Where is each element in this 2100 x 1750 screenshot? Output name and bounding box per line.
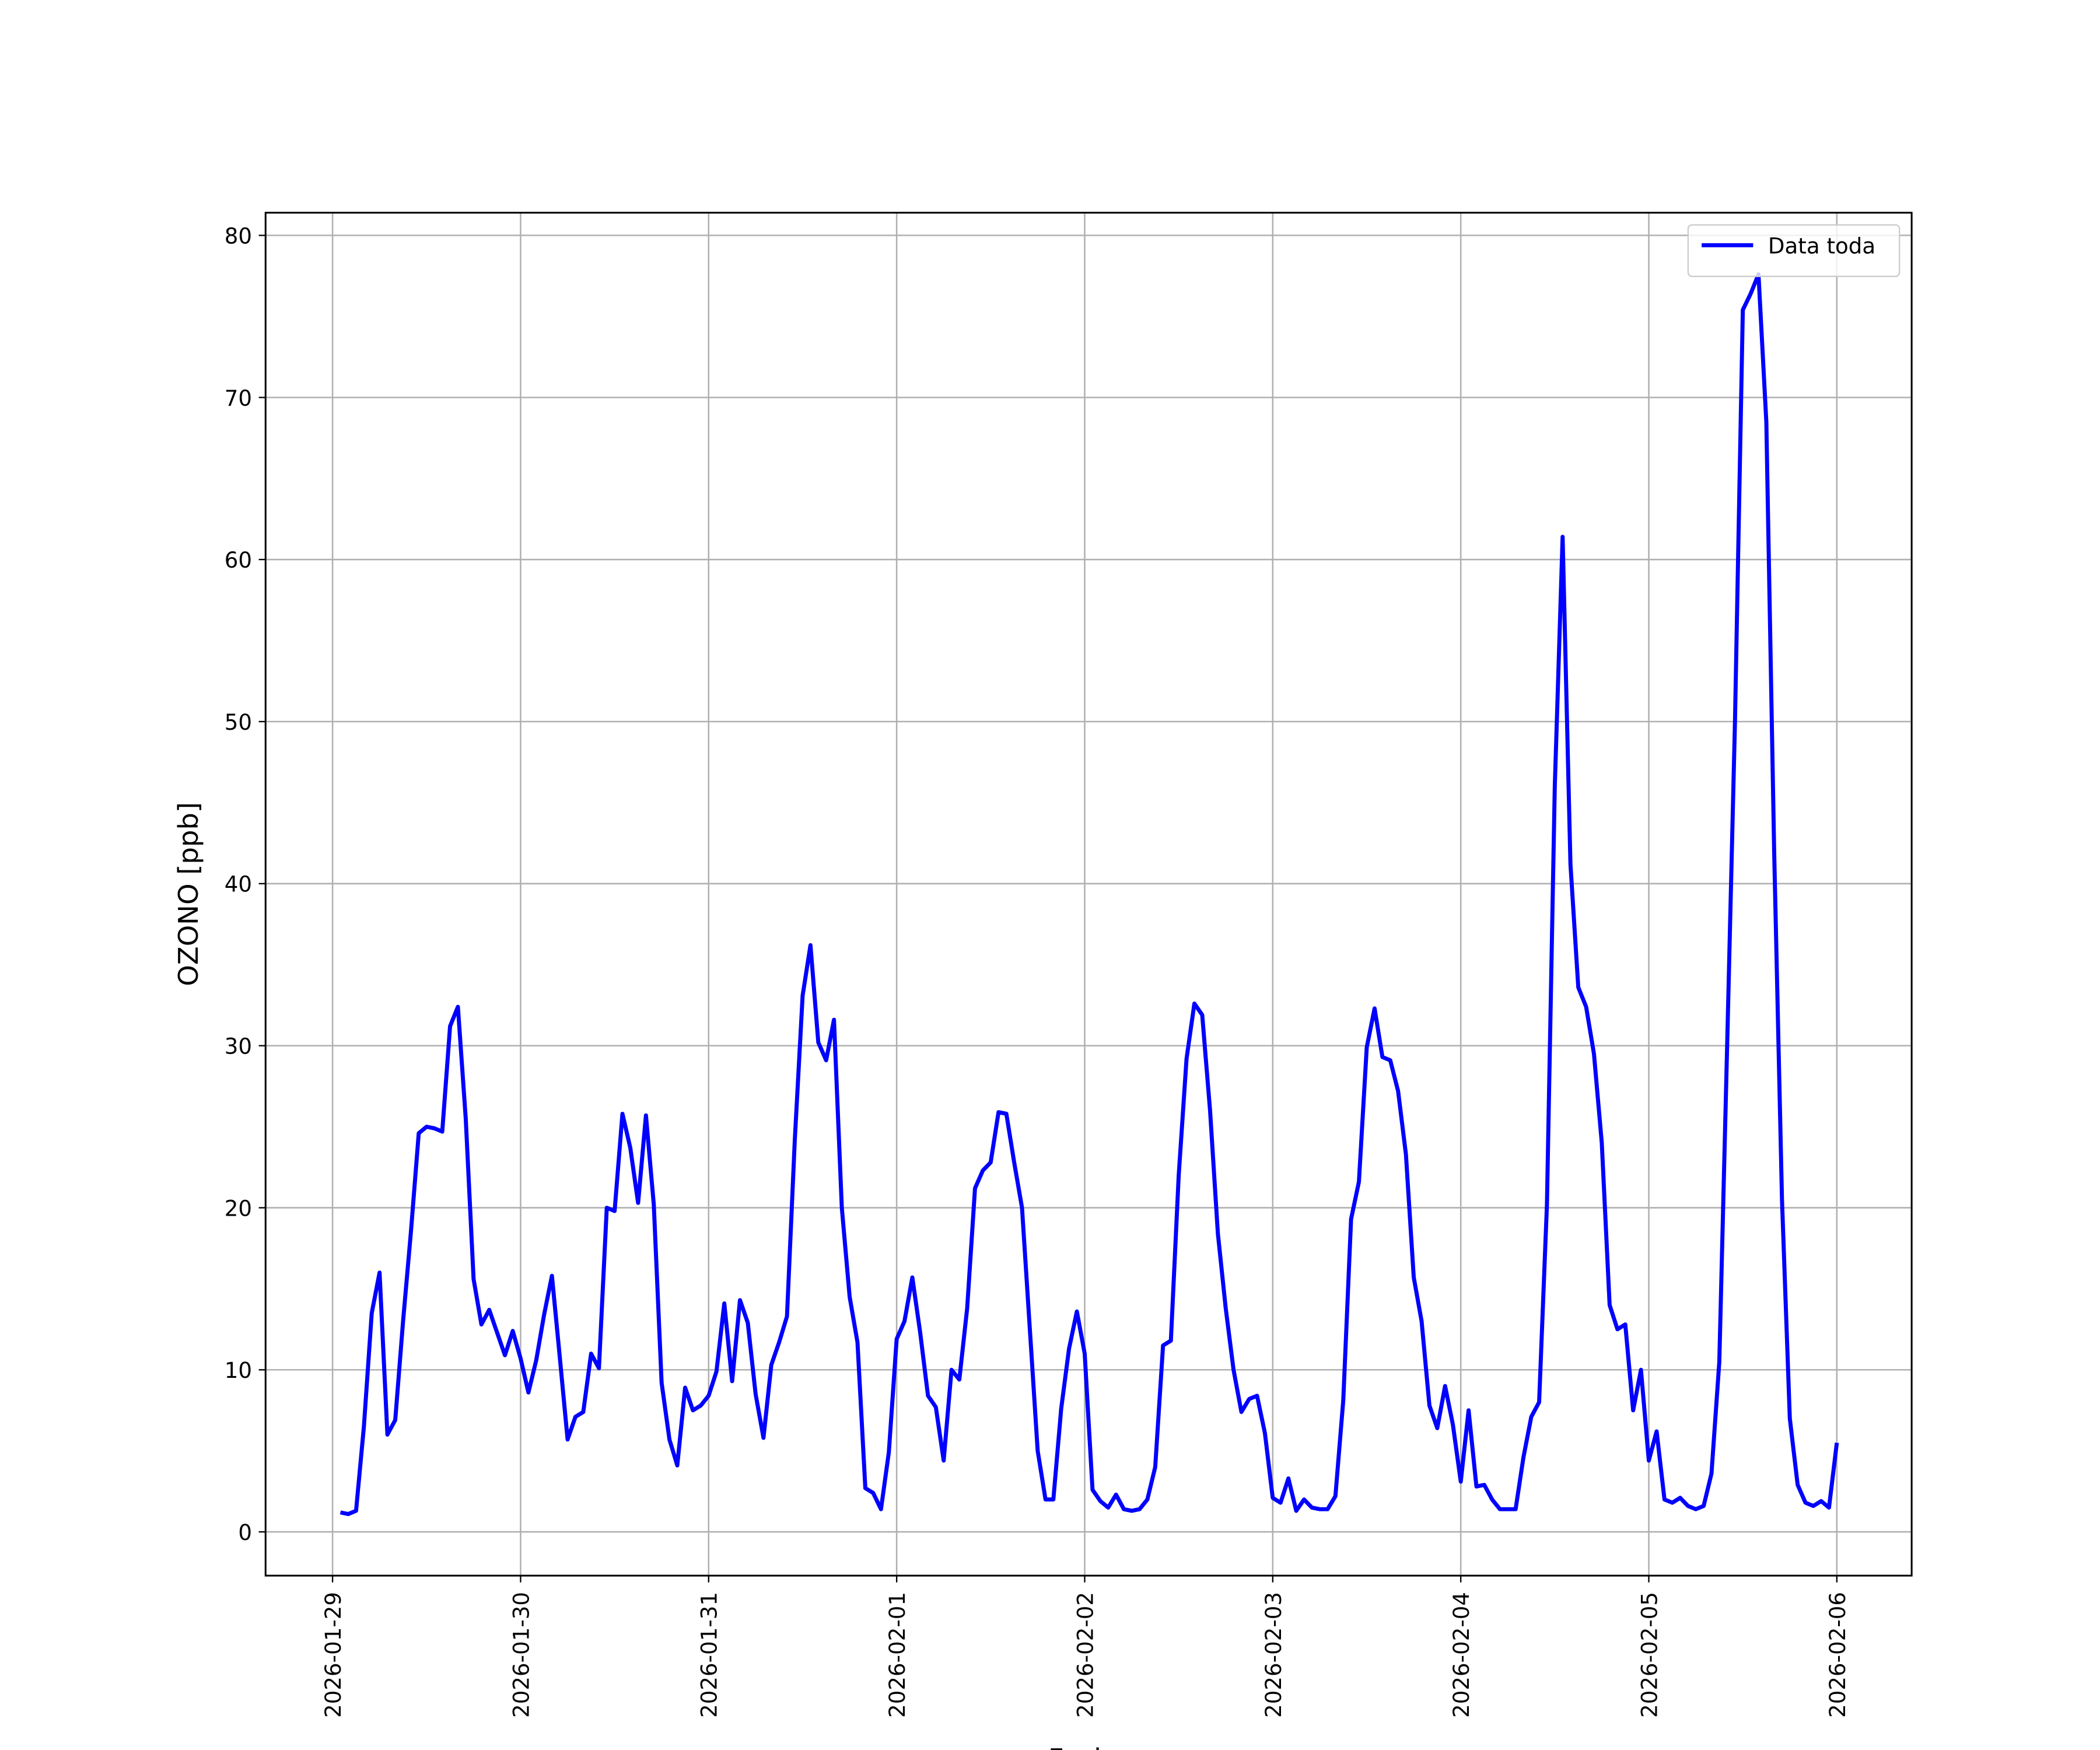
y-tick-label: 10 xyxy=(225,1358,252,1383)
x-tick-label: 2026-02-05 xyxy=(1637,1592,1662,1718)
y-axis-label: OZONO [ppb] xyxy=(173,802,204,986)
legend-label: Data toda xyxy=(1768,233,1875,258)
y-tick-label: 60 xyxy=(225,548,252,573)
x-tick-label: 2026-02-04 xyxy=(1449,1592,1474,1718)
y-tick-label: 40 xyxy=(225,872,252,897)
x-tick-label: 2026-02-01 xyxy=(885,1592,910,1718)
y-tick-label: 0 xyxy=(238,1520,252,1545)
y-tick-label: 20 xyxy=(225,1196,252,1221)
x-tick-label: 2026-01-29 xyxy=(321,1592,346,1718)
y-tick-label: 80 xyxy=(225,223,252,249)
legend: Data toda xyxy=(1687,224,1901,277)
x-tick-label: 2026-02-02 xyxy=(1073,1592,1098,1718)
y-tick-label: 30 xyxy=(225,1034,252,1059)
legend-box xyxy=(1687,224,1901,277)
y-tick-label: 50 xyxy=(225,710,252,735)
x-tick-label: 2026-02-03 xyxy=(1261,1592,1286,1718)
x-axis-label: Fecha xyxy=(1048,1743,1128,1750)
plot-frame xyxy=(264,212,1913,1577)
x-tick-label: 2026-01-30 xyxy=(509,1592,534,1718)
data-line xyxy=(340,272,1839,1516)
x-tick-label: 2026-02-06 xyxy=(1825,1592,1850,1718)
x-tick-label: 2026-01-31 xyxy=(697,1592,722,1718)
y-tick-label: 70 xyxy=(225,386,252,411)
